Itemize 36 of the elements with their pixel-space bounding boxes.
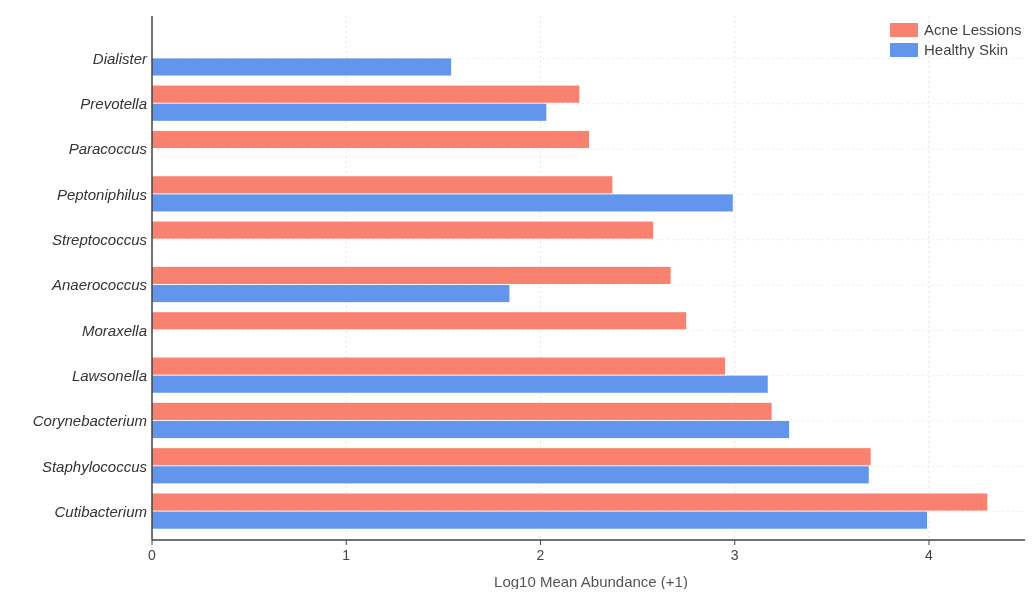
bar bbox=[152, 176, 613, 194]
x-tick-label: 0 bbox=[148, 547, 157, 563]
y-tick-label: Prevotella bbox=[80, 94, 147, 112]
x-tick-label: 2 bbox=[536, 547, 545, 563]
bar bbox=[152, 466, 869, 484]
bar bbox=[152, 130, 590, 149]
bar bbox=[152, 420, 790, 439]
bar bbox=[152, 194, 733, 212]
bar bbox=[152, 266, 671, 284]
bar bbox=[152, 85, 580, 103]
bar bbox=[152, 285, 510, 303]
y-tick-label: Anaerococcus bbox=[50, 276, 148, 294]
y-tick-label: Staphylococcus bbox=[41, 457, 148, 475]
bar bbox=[152, 511, 928, 529]
bar bbox=[152, 103, 547, 121]
y-tick-label: Moraxella bbox=[81, 321, 147, 339]
bar bbox=[152, 221, 654, 239]
y-tick-label: Dialister bbox=[92, 49, 148, 67]
bar bbox=[152, 493, 988, 511]
x-tick-label: 1 bbox=[342, 547, 351, 563]
y-tick-label: Streptococcus bbox=[51, 230, 148, 248]
x-tick-label: 3 bbox=[730, 547, 739, 563]
y-tick-label: Cutibacterium bbox=[54, 502, 147, 520]
bar bbox=[152, 312, 687, 330]
y-tick-label: Paracoccus bbox=[68, 140, 148, 158]
bar bbox=[152, 375, 768, 393]
bar bbox=[152, 357, 726, 375]
y-tick-label: Lawsonella bbox=[71, 366, 147, 384]
bar bbox=[152, 448, 871, 466]
y-tick-label: Corynebacterium bbox=[32, 412, 147, 430]
legend-label: Acne Lessions bbox=[924, 21, 1022, 39]
bar bbox=[152, 402, 772, 420]
x-tick-label: 4 bbox=[925, 547, 934, 563]
bar bbox=[152, 58, 452, 76]
legend-label: Healthy Skin bbox=[924, 41, 1009, 59]
y-tick-label: Peptoniphilus bbox=[56, 185, 148, 203]
